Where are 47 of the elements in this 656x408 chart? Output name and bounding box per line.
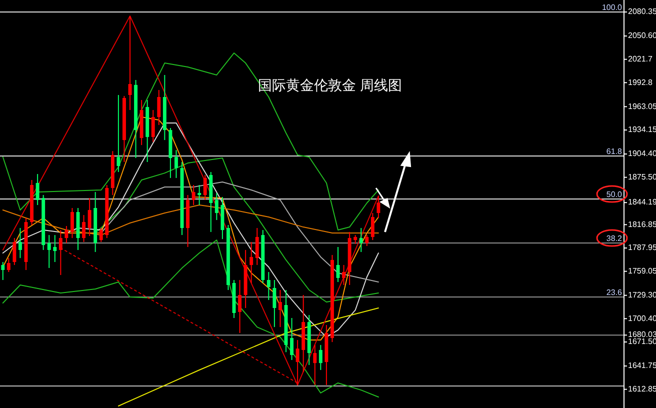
candlestick (272, 279, 276, 328)
line-series (94, 158, 379, 303)
candlestick (64, 225, 68, 244)
y-tick-label: 1992.8 (628, 78, 654, 87)
candlestick (1, 261, 5, 280)
candlestick (88, 197, 92, 236)
candlestick (198, 184, 202, 206)
line-series (2, 240, 379, 398)
annotation: 38.2 (606, 234, 623, 244)
candlestick (203, 174, 207, 201)
candlestick (376, 195, 380, 219)
candlestick (278, 290, 282, 328)
candlestick (157, 89, 161, 126)
annotation: 23.6 (606, 288, 623, 298)
candlestick (365, 234, 369, 247)
candlestick (266, 272, 270, 301)
candlestick (58, 230, 62, 276)
candlestick (6, 258, 10, 272)
candlestick (70, 207, 74, 239)
candlestick (18, 228, 22, 259)
annotation: 50.0 (606, 190, 623, 200)
candlestick (370, 212, 374, 241)
candlestick (192, 184, 196, 206)
annotation: 61.8 (606, 147, 623, 156)
candlestick (36, 174, 40, 206)
candlestick (342, 264, 346, 286)
candlestick (318, 344, 322, 370)
y-tick-label: 2021.7 (628, 54, 654, 64)
candlestick (47, 234, 51, 268)
candlestick (214, 192, 218, 221)
candlestick (99, 228, 103, 242)
candlestick (12, 238, 16, 266)
line-series (100, 182, 379, 283)
candlestick (151, 110, 155, 142)
candlestick (238, 279, 242, 334)
candlestick (296, 340, 300, 386)
line-series (118, 308, 379, 406)
candlestick (116, 94, 120, 172)
candlestick (313, 344, 317, 386)
candlestick (290, 318, 294, 360)
annotation: 100.0 (602, 3, 623, 12)
candlestick (174, 150, 178, 178)
candlestick (255, 228, 259, 266)
candlestick (359, 228, 363, 252)
candlestick (250, 241, 254, 284)
candlestick (53, 234, 57, 262)
candlestick (82, 214, 86, 242)
